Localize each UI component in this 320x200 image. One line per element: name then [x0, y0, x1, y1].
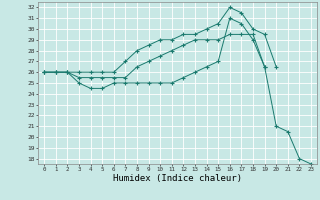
X-axis label: Humidex (Indice chaleur): Humidex (Indice chaleur): [113, 174, 242, 183]
